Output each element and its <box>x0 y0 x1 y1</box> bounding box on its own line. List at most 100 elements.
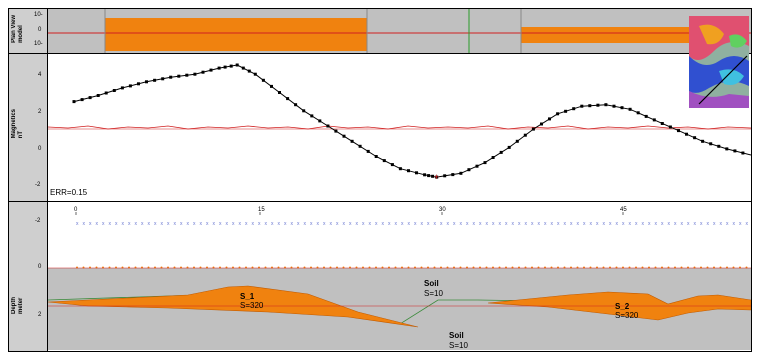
observed-point <box>72 100 76 104</box>
plan-view-label-column: Plan View model 10- 0 10- <box>9 9 48 53</box>
sensor-marker: x <box>473 221 476 227</box>
sensor-marker: x <box>525 221 528 227</box>
sensor-marker: x <box>109 221 112 227</box>
observed-point <box>137 82 140 86</box>
sensor-marker: x <box>83 221 86 227</box>
sensor-marker: x <box>271 221 274 227</box>
sensor-marker: x <box>713 221 716 227</box>
plan-view-tick: 0 <box>38 27 42 33</box>
body-s1-name: S_1 <box>240 292 255 301</box>
sensor-marker: x <box>668 221 671 227</box>
observed-point <box>241 66 245 70</box>
observed-point <box>693 136 697 140</box>
observed-point <box>620 106 624 110</box>
plan-body-s1 <box>105 18 367 51</box>
observed-point <box>677 129 680 133</box>
sensor-marker: x <box>187 221 190 227</box>
observed-point <box>270 84 273 88</box>
magnetics-label-column: Magnetics nT 4 2 0 -2 <box>9 54 48 201</box>
body-s2-name: S_2 <box>615 302 630 311</box>
observed-point <box>475 164 479 168</box>
magnetics-tick: 0 <box>38 146 42 152</box>
depth-tick: 0 <box>38 264 42 270</box>
observed-point <box>229 64 233 68</box>
sensor-marker: x <box>76 221 79 227</box>
observed-point <box>733 149 737 153</box>
depth-x-tick: 15 <box>258 207 265 213</box>
sensor-marker: x <box>323 221 326 227</box>
sensor-marker: x <box>414 221 417 227</box>
sensor-marker: x <box>635 221 638 227</box>
observed-point <box>459 171 463 175</box>
sensor-marker: x <box>304 221 307 227</box>
observed-point <box>104 91 108 95</box>
sensor-marker: x <box>193 221 196 227</box>
sensor-marker: x <box>382 221 385 227</box>
sensor-marker: x <box>161 221 164 227</box>
magnetics-panel: Magnetics nT 4 2 0 -2 + ERR=0.15 <box>9 16 751 202</box>
sensor-marker: x <box>180 221 183 227</box>
observed-point <box>342 134 346 138</box>
sensor-marker: x <box>369 221 372 227</box>
sensor-marker: x <box>206 221 209 227</box>
sensor-marker: x <box>596 221 599 227</box>
observed-point <box>556 112 560 116</box>
observed-point <box>294 103 298 107</box>
magnetics-tick: -2 <box>35 182 41 188</box>
sensor-marker: x <box>427 221 430 227</box>
sensor-marker: x <box>362 221 365 227</box>
sensor-marker: x <box>687 221 690 227</box>
body-s1[interactable] <box>48 285 419 328</box>
observed-point <box>435 175 439 179</box>
observed-point <box>540 122 543 126</box>
observed-point <box>223 65 227 69</box>
soil-susceptibility-lower: S=10 <box>449 341 468 350</box>
observed-point <box>407 169 410 173</box>
sensor-marker: x <box>89 221 92 227</box>
observed-point <box>741 151 745 155</box>
observed-point <box>96 94 100 97</box>
sensor-marker: x <box>122 221 125 227</box>
sensor-marker: x <box>739 221 742 227</box>
observed-point <box>247 69 251 73</box>
sensor-marker: x <box>538 221 541 227</box>
depth-axis-label: Depth meter <box>11 297 24 314</box>
observed-point <box>112 89 116 92</box>
sensor-marker: x <box>609 221 612 227</box>
observed-point <box>644 114 648 118</box>
observed-point <box>128 84 132 88</box>
observed-point <box>318 119 322 123</box>
depth-x-tick: 45 <box>620 207 627 213</box>
magnetics-chart[interactable]: + ERR=0.15 <box>48 54 751 201</box>
sensor-marker: x <box>154 221 157 227</box>
sensor-marker: x <box>674 221 677 227</box>
plan-view-canvas[interactable] <box>48 9 751 53</box>
observed-point <box>588 104 592 108</box>
sensor-marker: x <box>330 221 333 227</box>
sensor-marker: x <box>115 221 118 227</box>
minimum-marker: + <box>434 172 439 182</box>
sensor-marker: x <box>252 221 255 227</box>
observed-point <box>451 173 455 177</box>
observed-point <box>604 103 608 107</box>
sensor-marker: x <box>544 221 547 227</box>
sensor-marker: x <box>642 221 645 227</box>
observed-point <box>366 149 370 153</box>
observed-point <box>467 168 471 172</box>
observed-point <box>153 78 157 82</box>
sensor-marker: x <box>239 221 242 227</box>
sensor-marker: x <box>310 221 313 227</box>
observed-point <box>161 77 165 81</box>
observed-point <box>193 72 197 76</box>
observed-point <box>235 63 239 67</box>
observed-point <box>209 68 213 72</box>
sensor-marker: x <box>395 221 398 227</box>
sensor-marker: x <box>551 221 554 227</box>
observed-point <box>261 78 265 82</box>
depth-tick: 2 <box>38 312 42 318</box>
observed-point <box>596 103 600 107</box>
sensor-marker: x <box>681 221 684 227</box>
magnetic-map-thumbnail[interactable] <box>689 16 749 108</box>
